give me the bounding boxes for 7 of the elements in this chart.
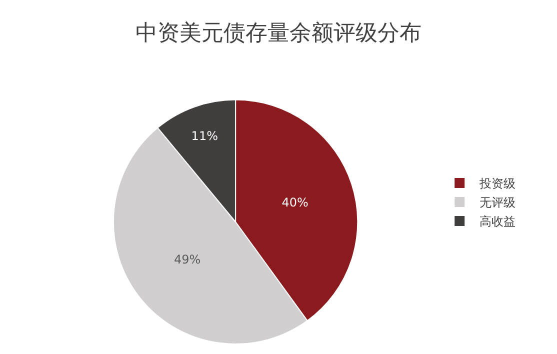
- legend-label: 高收益: [480, 214, 516, 229]
- legend-label: 投资级: [478, 176, 516, 191]
- chart-title: 中资美元债存量余额评级分布: [136, 21, 422, 46]
- data-label: 49%: [174, 252, 201, 266]
- data-label: 40%: [282, 196, 308, 210]
- data-label: 11%: [191, 129, 218, 144]
- legend-label: 无评级: [480, 196, 516, 210]
